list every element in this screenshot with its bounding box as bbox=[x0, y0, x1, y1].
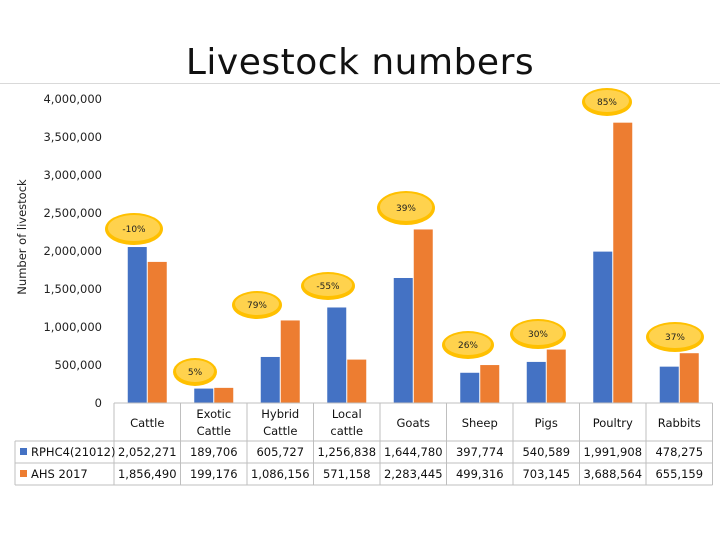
table-cell-value: 571,158 bbox=[323, 467, 371, 481]
bar-ahs2017 bbox=[147, 261, 167, 403]
y-tick-label: 500,000 bbox=[54, 358, 102, 372]
percent-badge-label: -10% bbox=[122, 225, 146, 235]
table-cell-value: 2,052,271 bbox=[118, 445, 177, 459]
category-label: Cattle bbox=[197, 424, 231, 438]
bar-ahs2017 bbox=[546, 349, 566, 403]
table-cell-value: 655,159 bbox=[655, 467, 703, 481]
percent-badge-label: 79% bbox=[247, 301, 267, 311]
percent-badge-label: 39% bbox=[396, 204, 416, 214]
category-label: Rabbits bbox=[658, 416, 701, 430]
bar-rphc4 bbox=[593, 251, 613, 403]
percent-badge-highlight bbox=[235, 293, 279, 315]
percent-badge-label: 5% bbox=[188, 368, 203, 378]
table-cell-value: 199,176 bbox=[190, 467, 238, 481]
table-cell-value: 3,688,564 bbox=[583, 467, 642, 481]
category-label: Goats bbox=[397, 416, 431, 430]
category-label: Local bbox=[332, 407, 362, 421]
bar-ahs2017 bbox=[480, 365, 500, 403]
slide-title: Livestock numbers bbox=[185, 42, 535, 83]
y-tick-label: 4,000,000 bbox=[43, 92, 102, 106]
category-label: Hybrid bbox=[261, 407, 299, 421]
category-label: Cattle bbox=[263, 424, 297, 438]
bar-rphc4 bbox=[327, 307, 347, 403]
table-cell-value: 1,256,838 bbox=[317, 445, 376, 459]
percent-badge-highlight bbox=[585, 90, 629, 112]
legend-series-name: AHS 2017 bbox=[31, 467, 88, 481]
percent-badge-highlight bbox=[176, 360, 214, 382]
bar-rphc4 bbox=[194, 388, 214, 403]
table-cell-value: 2,283,445 bbox=[384, 467, 443, 481]
table-cell-value: 499,316 bbox=[456, 467, 504, 481]
y-tick-label: 1,500,000 bbox=[43, 282, 102, 296]
y-tick-label: 3,000,000 bbox=[43, 168, 102, 182]
category-label: Pigs bbox=[535, 416, 558, 430]
category-label: Exotic bbox=[196, 407, 231, 421]
percent-badge-label: -55% bbox=[316, 282, 340, 292]
y-axis-title: Number of livestock bbox=[15, 179, 29, 295]
legend-series-name: RPHC4(21012) bbox=[31, 445, 115, 459]
category-label: cattle bbox=[330, 424, 363, 438]
percent-badge-highlight bbox=[108, 215, 160, 241]
percent-badge-label: 85% bbox=[597, 98, 617, 108]
table-cell-value: 478,275 bbox=[655, 445, 703, 459]
y-tick-label: 1,000,000 bbox=[43, 320, 102, 334]
bar-ahs2017 bbox=[347, 359, 367, 403]
category-label: Sheep bbox=[462, 416, 498, 430]
title-divider bbox=[0, 83, 720, 84]
table-cell-value: 605,727 bbox=[256, 445, 304, 459]
percent-badge-label: 30% bbox=[528, 330, 548, 340]
y-tick-label: 2,500,000 bbox=[43, 206, 102, 220]
legend-swatch bbox=[20, 448, 27, 455]
y-tick-label: 2,000,000 bbox=[43, 244, 102, 258]
percent-badge-highlight bbox=[445, 333, 491, 355]
bar-ahs2017 bbox=[280, 320, 300, 403]
bar-ahs2017 bbox=[214, 387, 234, 403]
table-cell-value: 1,644,780 bbox=[384, 445, 443, 459]
table-cell-value: 1,991,908 bbox=[583, 445, 642, 459]
bar-ahs2017 bbox=[679, 353, 699, 403]
bar-rphc4 bbox=[659, 366, 679, 403]
percent-badge-highlight bbox=[649, 324, 701, 348]
percent-badge-highlight bbox=[304, 274, 352, 296]
bar-rphc4 bbox=[526, 361, 546, 403]
percent-badge-highlight bbox=[513, 321, 563, 345]
percent-badge-label: 37% bbox=[665, 333, 685, 343]
legend-swatch bbox=[20, 470, 27, 477]
y-tick-label: 0 bbox=[95, 396, 102, 410]
percent-badge-highlight bbox=[380, 193, 432, 221]
bar-rphc4 bbox=[260, 356, 280, 403]
category-label: Poultry bbox=[593, 416, 633, 430]
bar-rphc4 bbox=[393, 277, 413, 403]
category-label: Cattle bbox=[130, 416, 164, 430]
bar-ahs2017 bbox=[613, 122, 633, 404]
table-cell-value: 1,856,490 bbox=[118, 467, 177, 481]
table-cell-value: 703,145 bbox=[522, 467, 570, 481]
table-cell-value: 189,706 bbox=[190, 445, 238, 459]
bar-rphc4 bbox=[460, 372, 480, 403]
table-cell-value: 397,774 bbox=[456, 445, 504, 459]
percent-badge-label: 26% bbox=[458, 341, 478, 351]
bar-ahs2017 bbox=[413, 229, 433, 403]
bar-rphc4 bbox=[127, 247, 147, 403]
table-cell-value: 540,589 bbox=[522, 445, 570, 459]
table-cell-value: 1,086,156 bbox=[251, 467, 310, 481]
y-tick-label: 3,500,000 bbox=[43, 130, 102, 144]
